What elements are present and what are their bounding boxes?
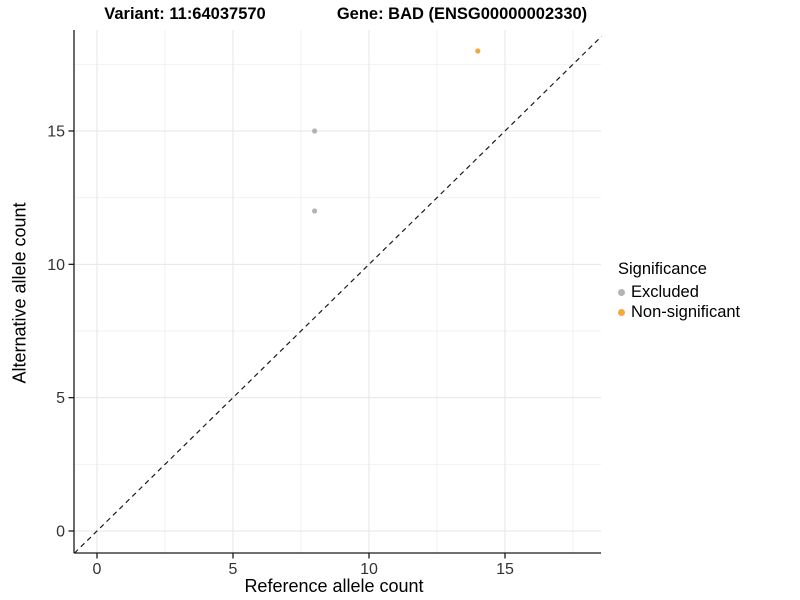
plot-title-variant: Variant: 11:64037570	[104, 5, 266, 23]
legend-title: Significance	[618, 260, 707, 278]
y-tick-label: 10	[47, 257, 65, 274]
legend: Significance Excluded Non-significant	[618, 260, 740, 322]
y-axis-title: Alternative allele count	[9, 202, 30, 384]
legend-label-excluded: Excluded	[631, 282, 699, 301]
x-axis-title: Reference allele count	[244, 576, 424, 596]
data-point-excluded	[312, 128, 318, 134]
data-point-excluded	[312, 208, 318, 214]
x-tick-label: 10	[360, 561, 378, 578]
y-tick-label: 0	[56, 524, 65, 541]
x-tick-label: 0	[93, 561, 102, 578]
x-tick-label: 15	[496, 561, 514, 578]
legend-marker-non-significant-icon	[618, 308, 625, 316]
plot-title-gene: Gene: BAD (ENSG00000002330)	[336, 5, 588, 23]
legend-item-excluded: Excluded	[618, 282, 740, 302]
x-tick-label: 5	[229, 561, 238, 578]
y-tick-label: 15	[47, 123, 65, 140]
data-point-non-significant	[475, 48, 481, 54]
legend-marker-excluded-icon	[618, 288, 625, 296]
legend-label-non-significant: Non-significant	[631, 302, 741, 321]
y-tick-label: 5	[56, 390, 65, 407]
legend-item-non-significant: Non-significant	[618, 302, 740, 322]
identity-line	[74, 35, 602, 554]
